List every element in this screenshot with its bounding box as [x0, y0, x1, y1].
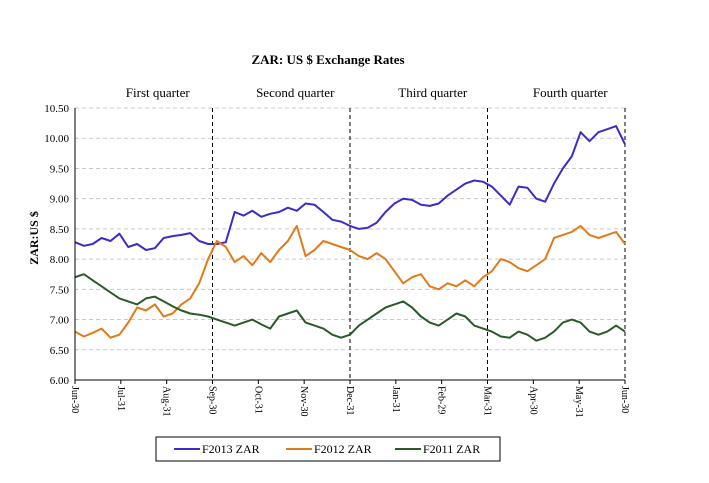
y-tick-labels: 6.00 6.50 7.00 7.50 8.00 8.50 9.00 9.50 10.00 10.… [44, 103, 69, 387]
legend-entry: F2013 ZAR [202, 442, 260, 456]
series-line-f2012-zar [74, 224, 626, 339]
series-lines [74, 125, 626, 342]
axes [74, 108, 626, 384]
x-tick-label: Sep-30 [207, 386, 218, 414]
quarter-label: Second quarter [256, 85, 335, 100]
y-tick-label: 10.00 [44, 133, 69, 145]
quarter-label: First quarter [126, 85, 191, 100]
quarter-label: Third quarter [398, 85, 468, 100]
legend-box [155, 436, 501, 462]
quarter-labels: First quarter Second quarter Third quarter… [126, 85, 608, 100]
quarter-dividers [212, 108, 626, 380]
series-line-f2011-zar [74, 273, 626, 342]
y-tick-label: 9.00 [50, 194, 70, 206]
x-tick-label: Jul-31 [115, 386, 126, 411]
x-tick-label: Nov-30 [298, 386, 309, 417]
x-tick-label: Mar-31 [482, 386, 493, 416]
x-tick-label: Oct-31 [252, 386, 263, 414]
y-tick-label: 7.00 [50, 315, 70, 327]
x-tick-label: Feb-29 [436, 386, 447, 414]
legend: F2013 ZAR F2012 ZAR F2011 ZAR [155, 436, 501, 462]
chart-title: ZAR: US $ Exchange Rates [251, 52, 404, 67]
x-tick-label: Aug-31 [161, 386, 172, 417]
x-tick-label: May-31 [573, 386, 584, 418]
legend-entry: F2012 ZAR [314, 442, 372, 456]
x-tick-label: Jun-30 [619, 386, 630, 413]
x-tick-label: Jun-30 [69, 386, 80, 413]
x-tick-label: Jan-31 [390, 386, 401, 413]
y-axis-label: ZAR:US $ [27, 211, 41, 265]
y-tick-label: 8.50 [50, 224, 70, 236]
y-tick-label: 6.50 [50, 345, 70, 357]
y-tick-label: 7.50 [50, 284, 70, 296]
x-tick-label: Dec-31 [344, 386, 355, 415]
legend-entry: F2011 ZAR [423, 442, 480, 456]
quarter-label: Fourth quarter [533, 85, 608, 100]
series-line-f2013-zar [74, 125, 626, 251]
y-tick-label: 10.50 [44, 103, 69, 115]
x-tick-label: Apr-30 [527, 386, 538, 415]
x-tick-labels: Jun-30 Jul-31 Aug-31 Sep-30 Oct-31 Nov-30 Dec-… [69, 386, 630, 418]
y-tick-label: 8.00 [50, 254, 70, 266]
y-tick-label: 9.50 [50, 163, 70, 175]
y-tick-label: 6.00 [50, 375, 70, 387]
